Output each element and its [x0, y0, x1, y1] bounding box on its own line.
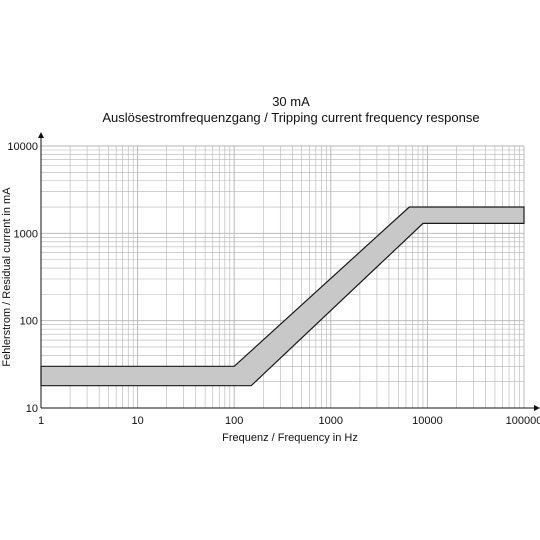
x-tick-label: 100	[225, 415, 243, 427]
y-tick-label: 10000	[7, 141, 38, 153]
y-axis-arrow	[38, 132, 44, 138]
axes	[38, 132, 540, 411]
y-tick-labels: 10 100 1000 10000	[7, 141, 38, 415]
chart-title: 30 mA	[272, 94, 310, 109]
x-tick-label: 1	[38, 415, 44, 427]
chart-subtitle: Auslösestromfrequenzgang / Tripping curr…	[102, 110, 479, 125]
x-axis-label: Frequenz / Frequency in Hz	[222, 432, 358, 444]
y-tick-label: 1000	[14, 228, 38, 240]
x-tick-label: 1000	[319, 415, 343, 427]
tripping-band	[40, 206, 525, 387]
x-tick-labels: 1 10 100 1000 10000 100000	[38, 415, 540, 427]
x-tick-label: 10000	[412, 415, 443, 427]
tripping-band-area	[40, 206, 525, 387]
x-tick-label: 100000	[506, 415, 540, 427]
y-tick-label: 100	[20, 316, 38, 328]
x-tick-label: 10	[131, 415, 143, 427]
y-tick-label: 10	[26, 403, 38, 415]
x-axis-arrow	[534, 405, 540, 411]
y-axis-label: Fehlerstrom / Residual current in mA	[1, 187, 13, 367]
